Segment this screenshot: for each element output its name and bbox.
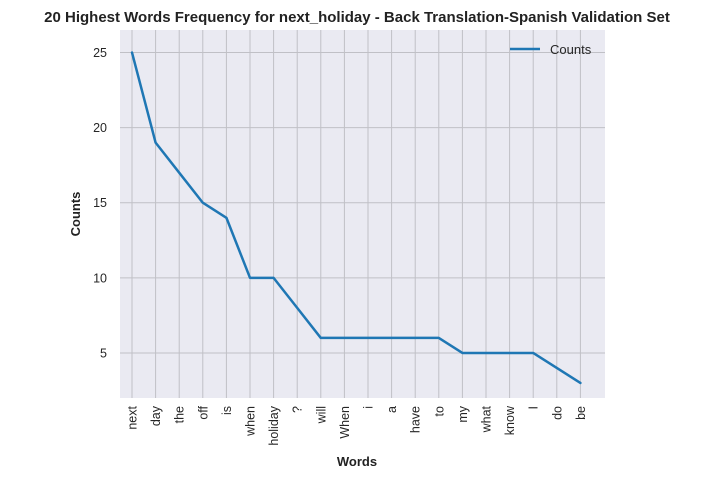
- x-tick-label: when: [244, 406, 258, 437]
- x-tick-label: next: [126, 405, 140, 429]
- x-tick-label: i: [362, 406, 376, 409]
- x-tick-label: ?: [291, 406, 305, 413]
- legend: Counts: [510, 42, 592, 57]
- x-tick-label: the: [173, 406, 187, 423]
- x-tick-labels: next day the off is when holiday? will When i a hav…: [126, 405, 588, 446]
- x-axis-label: Words: [337, 454, 377, 469]
- data-points: [131, 52, 581, 384]
- x-tick-label: be: [574, 406, 588, 420]
- legend-label-counts: Counts: [550, 42, 592, 57]
- y-tick-label: 15: [93, 196, 107, 210]
- y-tick-label: 25: [93, 46, 107, 60]
- x-tick-label: holiday: [267, 405, 281, 445]
- x-tick-label: my: [456, 405, 470, 422]
- x-tick-label: to: [432, 406, 446, 416]
- x-tick-label: do: [550, 406, 564, 420]
- plot-area: [120, 30, 605, 398]
- x-tick-label: will: [314, 406, 328, 424]
- x-tick-label: I: [527, 406, 541, 409]
- y-tick-labels: 5 10 15 20 25: [93, 46, 107, 360]
- y-grid: [120, 52, 605, 354]
- series-line-counts: [130, 51, 582, 385]
- x-tick-label: day: [149, 405, 163, 426]
- x-tick-label: have: [409, 406, 423, 433]
- y-axis-label: Counts: [68, 192, 83, 237]
- y-tick-label: 10: [93, 271, 107, 285]
- chart-title: 20 Highest Words Frequency for next_holi…: [44, 9, 670, 26]
- x-tick-label: a: [385, 406, 399, 413]
- x-tick-label: off: [196, 405, 210, 419]
- x-tick-label: is: [220, 406, 234, 415]
- y-tick-label: 20: [93, 121, 107, 135]
- x-tick-label: what: [480, 405, 494, 433]
- y-tick-label: 5: [100, 346, 107, 360]
- x-grid: [131, 30, 581, 398]
- x-tick-label: know: [503, 405, 517, 435]
- x-tick-label: When: [338, 406, 352, 439]
